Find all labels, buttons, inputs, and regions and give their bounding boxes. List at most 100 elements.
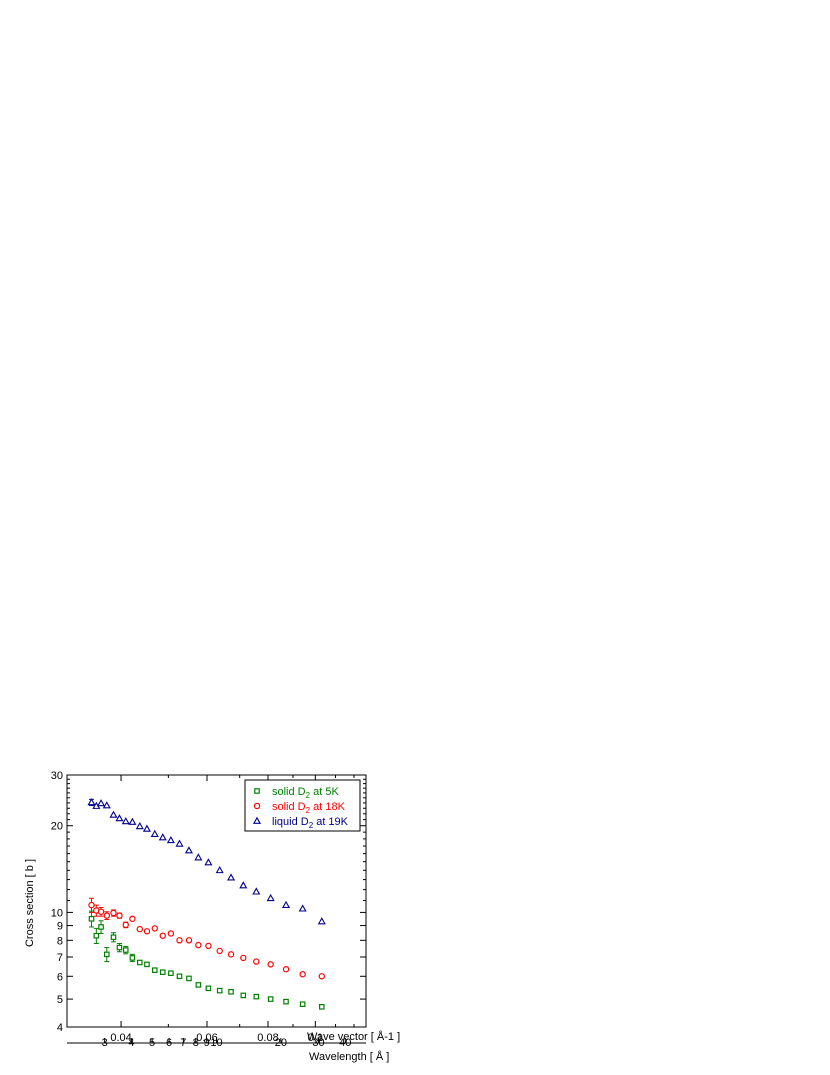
y-axis-title: Cross section [ b ] [24,859,36,947]
data-point [122,947,129,953]
data-point [184,846,193,854]
data-point [129,915,136,923]
legend-label: solid D2 at 5K [272,786,339,800]
data-point [317,917,326,925]
data-point [103,912,110,919]
wavelength-tick-label: 6 [166,1037,172,1049]
data-point [159,969,166,975]
y-tick-label: 7 [57,952,63,964]
data-point [283,998,289,1005]
y-tick-label: 4 [57,1022,63,1034]
legend-label-main: solid D [272,801,306,813]
data-point [109,810,118,818]
data-point [88,901,95,909]
y-tick-label: 20 [51,821,63,833]
legend-marker [252,816,262,824]
legend-box [244,779,361,832]
legend-label-sub: 2 [309,821,314,830]
data-point [299,1001,306,1007]
data-point [281,900,291,908]
legend-label-rest: at 18K [310,801,346,813]
series-triangle [87,798,326,925]
data-point [137,959,143,966]
data-point [227,873,236,881]
legend-label-main: solid D [272,786,306,798]
legend-label-main: liquid D [272,816,309,828]
wavelength-tick-label: 3 [102,1037,108,1049]
data-point [204,858,213,866]
x-axis-title: Wave vector [ Å-1 ] [307,1030,400,1043]
y-tick-label: 6 [57,971,63,983]
legend-marker [253,802,261,810]
data-point [115,814,124,822]
y-tick-label: 5 [57,994,63,1006]
data-point [186,975,192,982]
data-point [266,893,275,902]
wavelength-tick-label: 30 [312,1037,324,1049]
data-point [121,817,130,825]
data-point [151,925,158,932]
data-point [97,799,106,807]
data-point [176,973,183,980]
data-point [136,925,144,933]
data-point [195,982,202,988]
series-circle [88,897,325,980]
legend-label-rest: at 5K [310,786,339,798]
data-point [167,930,175,937]
wavelength-tick-label: 4 [128,1037,134,1049]
legend-label: solid D2 at 18K [272,801,346,815]
data-point [205,942,212,950]
x-tick-label: 0.04 [110,1032,131,1044]
x-tick-label: 0.1 [308,1032,323,1044]
data-point [298,904,307,912]
data-point [159,932,166,939]
data-point [166,835,175,844]
legend-label-sub: 2 [306,806,311,815]
data-point [129,955,136,961]
data-point [267,961,274,968]
plot-border [66,774,367,1028]
data-point [267,996,274,1002]
data-point [185,937,193,944]
y-tick-label: 10 [51,907,63,919]
wavelength-tick-label: 8 [193,1037,199,1049]
data-point [110,909,117,917]
data-series [87,798,326,1010]
data-point [216,947,223,955]
wavelength-tick-label: 20 [275,1037,287,1049]
wavelength-tick-label: 10 [210,1037,222,1049]
y-tick-label: 8 [57,935,63,947]
wavelength-tick-label: 7 [180,1037,186,1049]
data-point [299,971,306,978]
data-point [135,822,144,830]
x-tick-label: 0.08 [257,1032,278,1044]
data-point [205,985,212,992]
wavelength-axis-title: Wavelength [ Å ] [309,1050,389,1063]
legend-label: liquid D2 at 19K [272,816,349,830]
series-square [88,910,325,1010]
legend-label-sub: 2 [306,791,311,800]
y-axis: 4 5 6 7 8 9 10 20 30 [51,770,366,1034]
data-point [144,961,150,968]
data-point [282,965,290,973]
data-point [228,989,234,995]
data-point [240,954,247,962]
data-point [142,824,151,832]
wavelength-tick-label: 40 [339,1037,351,1049]
data-point [168,970,174,977]
data-point [195,941,202,949]
data-point [253,958,260,965]
y-tick-label: 9 [57,921,63,933]
data-point [122,921,129,929]
data-point [252,887,261,895]
data-point [103,951,110,958]
data-point [158,833,167,841]
data-point [88,916,95,922]
data-point [175,839,184,847]
data-point [194,853,203,861]
data-point [216,987,223,994]
legend-label-rest: at 19K [313,816,349,828]
y-tick-label: 30 [51,770,63,782]
